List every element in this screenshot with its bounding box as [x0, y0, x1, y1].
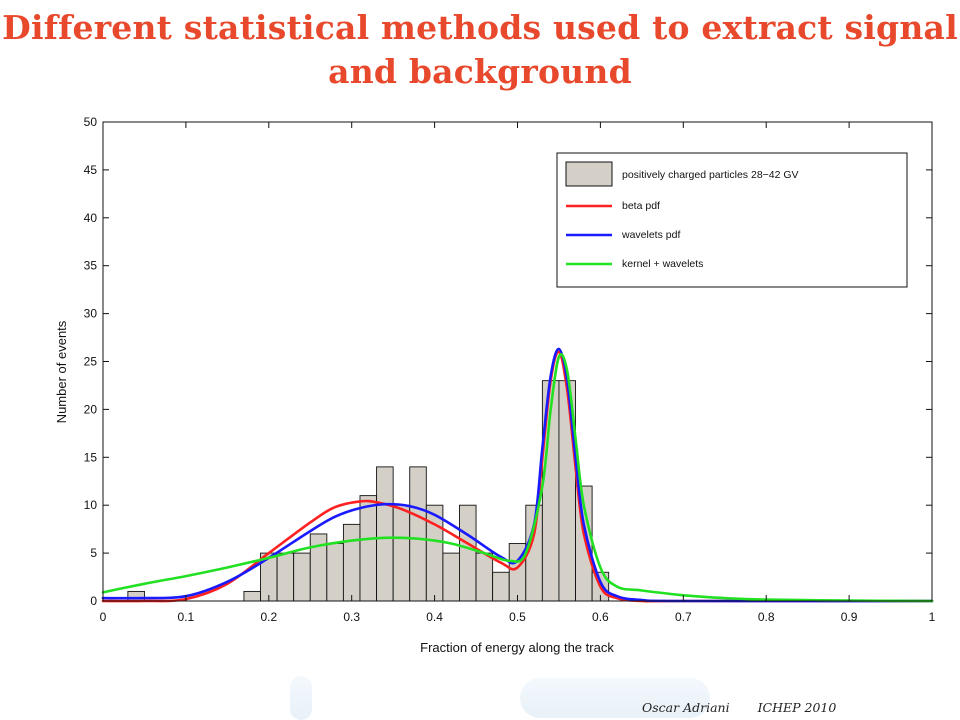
x-tick-label: 0.3	[343, 610, 360, 624]
legend: positively charged particles 28−42 GV bet…	[556, 152, 908, 288]
footer-event: ICHEP 2010	[757, 700, 837, 715]
x-tick-label: 0.8	[758, 610, 775, 624]
histogram-bar	[127, 590, 145, 602]
slide-footer: Oscar Adriani ICHEP 2010	[642, 700, 864, 715]
legend-label-wavelets: wavelets pdf	[621, 229, 680, 241]
wavelets-pdf-curve	[101, 347, 934, 603]
background-decoration-left	[290, 676, 312, 720]
y-axis: 0 5 10 15 20 25 30 35 40 45 50	[84, 115, 932, 608]
y-tick-label: 45	[84, 163, 98, 177]
histogram-bar	[326, 543, 344, 602]
histogram-bar	[293, 552, 311, 602]
y-tick-label: 5	[90, 546, 97, 560]
legend-label-histogram: positively charged particles 28−42 GV	[622, 169, 799, 181]
y-tick-label: 25	[84, 355, 98, 369]
histogram-bar	[359, 495, 378, 602]
x-tick-label: 0.6	[592, 610, 609, 624]
histogram-bar	[243, 590, 261, 602]
histogram-bar	[392, 504, 411, 602]
slide-title: Different statistical methods used to ex…	[2, 8, 958, 91]
histogram-bar	[442, 552, 460, 602]
histogram-bar	[492, 571, 510, 602]
y-tick-label: 50	[84, 115, 98, 129]
histogram-bar	[475, 552, 494, 602]
histogram-bar	[409, 466, 427, 602]
y-tick-label: 15	[84, 450, 98, 464]
x-tick-label: 0.7	[675, 610, 692, 624]
legend-label-kernel: kernel + wavelets	[622, 258, 703, 270]
background-decoration-center	[520, 678, 710, 718]
x-tick-label: 1	[929, 610, 936, 624]
y-tick-label: 10	[84, 498, 98, 512]
y-tick-label: 35	[84, 259, 98, 273]
histogram-bar	[425, 504, 444, 602]
x-tick-label: 0.5	[509, 610, 526, 624]
legend-swatch-histogram	[565, 161, 613, 187]
histogram-bar	[276, 552, 295, 602]
x-axis-label: Fraction of energy along the track	[420, 640, 614, 655]
x-tick-label: 0.4	[426, 610, 443, 624]
x-tick-label: 0.2	[260, 610, 277, 624]
legend-box	[556, 152, 908, 288]
histogram-bar	[376, 466, 394, 602]
x-tick-label: 0	[100, 610, 107, 624]
y-tick-label: 40	[84, 211, 98, 225]
x-axis: 0 0.1 0.2 0.3 0.4 0.5 0.6 0.7 0.8 0.9 1	[100, 122, 936, 624]
x-tick-label: 0.1	[178, 610, 195, 624]
y-tick-label: 20	[84, 402, 98, 416]
y-axis-label: Number of events	[54, 320, 69, 423]
y-tick-label: 0	[90, 594, 97, 608]
legend-label-beta: beta pdf	[622, 200, 660, 212]
x-tick-label: 0.9	[841, 610, 858, 624]
histogram-bar	[459, 504, 477, 602]
footer-author: Oscar Adriani	[642, 700, 730, 715]
histogram-bar	[342, 523, 361, 602]
y-tick-label: 30	[84, 307, 98, 321]
beta-pdf-curve	[101, 350, 934, 603]
